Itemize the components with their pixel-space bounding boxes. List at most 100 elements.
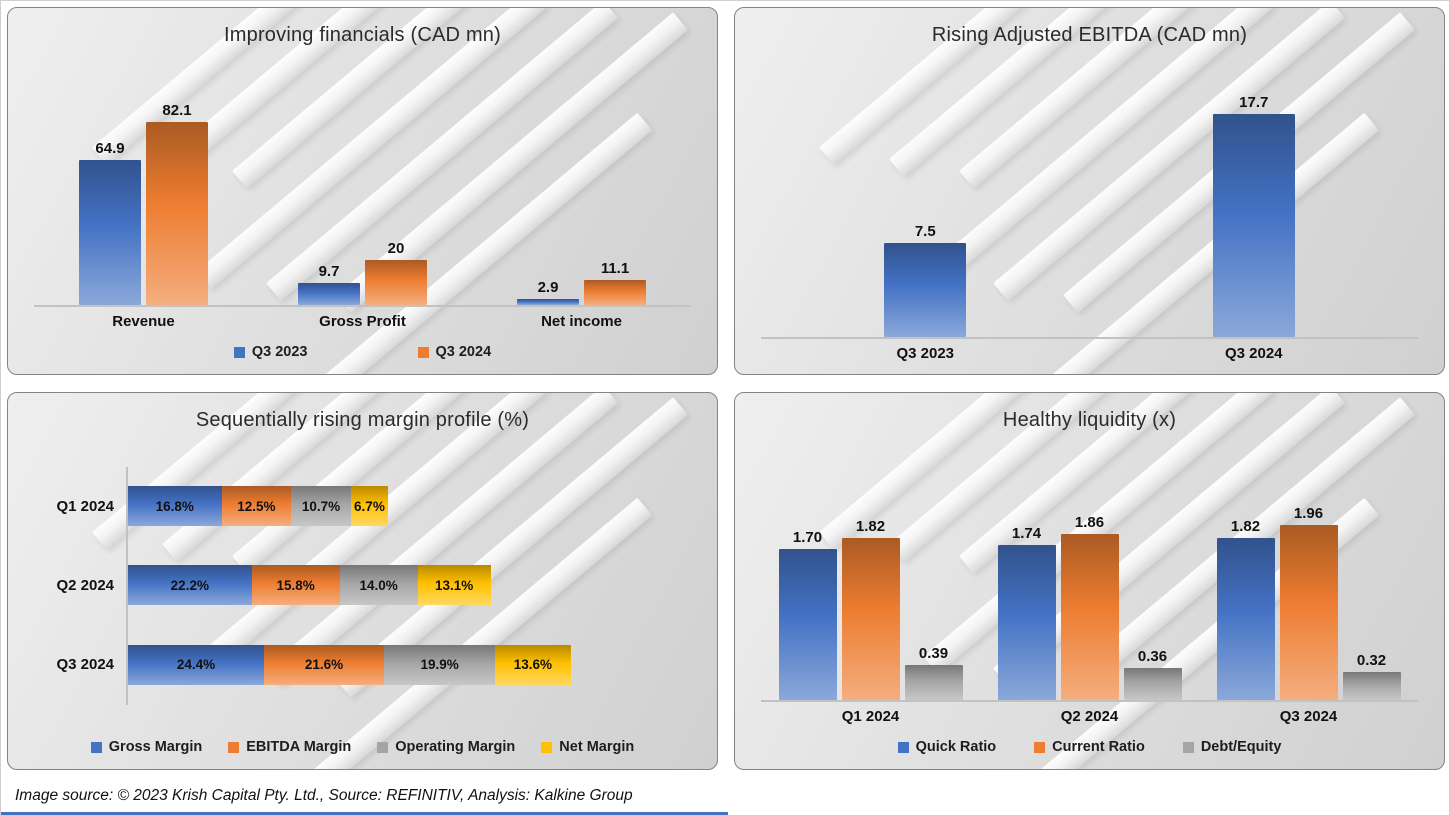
category-label: Net income — [541, 313, 622, 330]
category-label: Q3 2024 — [56, 656, 114, 674]
legend-label: EBITDA Margin — [246, 739, 352, 755]
bar-debt-equity — [1123, 667, 1182, 700]
value-label: 1.82 — [855, 517, 886, 535]
bar-column: 1.70 — [778, 504, 837, 700]
bar-adjusted-ebitda — [884, 242, 967, 337]
value-label: 17.7 — [1239, 93, 1269, 111]
legend-label: Gross Margin — [108, 739, 203, 755]
bar-q3-2023 — [298, 283, 360, 305]
legend-item: Debt/Equity — [1182, 739, 1282, 755]
bar-column: 20 — [365, 93, 427, 305]
value-label: 1.74 — [1011, 524, 1042, 542]
segment-gross-margin: 24.4% — [128, 644, 264, 685]
bar-adjusted-ebitda — [1212, 113, 1295, 337]
legend-label: Current Ratio — [1052, 739, 1145, 755]
legend-swatch — [541, 741, 553, 753]
segment-operating-margin: 10.7% — [291, 486, 351, 527]
chart-content: Healthy liquidity (x) 1.70 1.82 0.39 1.74 1.… — [735, 393, 1444, 769]
bar-column: 2.9 — [517, 93, 579, 305]
legend-label: Debt/Equity — [1200, 739, 1282, 755]
category-label: Q3 2024 — [1224, 345, 1283, 362]
category-axis: Q1 2024 Q2 2024 Q3 2024 — [761, 708, 1418, 725]
legend-swatch — [90, 741, 102, 753]
bar-column: 0.36 — [1123, 504, 1182, 700]
bar-debt-equity — [904, 665, 963, 700]
bar-column: 64.9 — [79, 93, 141, 305]
stacked-bar-row: 16.8% 12.5% 10.7% 6.7% — [128, 486, 685, 527]
bar-group: 7.5 — [761, 85, 1090, 337]
value-label: 1.86 — [1074, 514, 1105, 532]
category-axis: Revenue Gross Profit Net income — [34, 313, 691, 330]
bar-group: 1.74 1.86 0.36 — [980, 504, 1199, 700]
chart-panel-healthy-liquidity: Healthy liquidity (x) 1.70 1.82 0.39 1.74 1.… — [734, 392, 1445, 770]
category-label: Q1 2024 — [56, 497, 114, 515]
value-label: 20 — [387, 240, 405, 258]
category-label: Q2 2024 — [56, 576, 114, 594]
legend-swatch — [897, 741, 909, 753]
bar-group: 1.82 1.96 0.32 — [1199, 504, 1418, 700]
bar-q3-2024 — [146, 121, 208, 305]
legend-label: Net Margin — [559, 739, 635, 755]
legend-item: Net Margin — [541, 739, 634, 755]
legend-item: Q3 2024 — [417, 344, 491, 360]
segment-operating-margin: 19.9% — [384, 644, 496, 685]
category-label: Revenue — [112, 313, 175, 330]
legend-swatch — [228, 741, 240, 753]
bar-column: 1.82 — [1216, 504, 1275, 700]
legend-label: Quick Ratio — [915, 739, 997, 755]
bar-q3-2023 — [79, 160, 141, 305]
segment-net-margin: 13.1% — [417, 565, 491, 606]
value-label: 0.39 — [918, 645, 949, 663]
legend-item: Current Ratio — [1034, 739, 1145, 755]
bar-quick-ratio — [997, 544, 1056, 700]
legend-swatch — [1034, 741, 1046, 753]
segment-ebitda-margin: 12.5% — [221, 486, 292, 527]
legend-label: Operating Margin — [395, 739, 516, 755]
value-label: 7.5 — [914, 222, 936, 240]
bar-column: 1.74 — [997, 504, 1056, 700]
plot-area: 64.9 82.1 9.7 20 2.9 11.1 — [34, 93, 691, 307]
chart-title: Healthy liquidity (x) — [1002, 409, 1177, 431]
stacked-bars: 16.8% 12.5% 10.7% 6.7% 22.2% 15.8% 14.0% 13.1% 2… — [126, 466, 691, 705]
legend-item: Quick Ratio — [897, 739, 997, 755]
chart-content: Sequentially rising margin profile (%) Q… — [8, 393, 717, 769]
legend: Q3 2023 Q3 2024 — [34, 344, 691, 360]
chart-content: Rising Adjusted EBITDA (CAD mn) 7.5 17.7 … — [735, 8, 1444, 374]
legend-item: Operating Margin — [377, 739, 515, 755]
bar-group: 17.7 — [1090, 85, 1419, 337]
legend: Gross Margin EBITDA Margin Operating Margi… — [34, 739, 691, 755]
bar-column: 9.7 — [298, 93, 360, 305]
segment-net-margin: 13.6% — [495, 644, 571, 685]
image-source-caption: Image source: © 2023 Krish Capital Pty. … — [15, 787, 633, 804]
bar-current-ratio — [841, 537, 900, 700]
segment-gross-margin: 22.2% — [128, 565, 252, 606]
category-axis: Q3 2023 Q3 2024 — [761, 345, 1418, 362]
segment-ebitda-margin: 15.8% — [251, 565, 340, 606]
segment-operating-margin: 14.0% — [339, 565, 418, 606]
bar-quick-ratio — [1216, 537, 1275, 700]
segment-gross-margin: 16.8% — [128, 486, 222, 527]
value-label: 0.36 — [1137, 647, 1168, 665]
category-label: Q3 2023 — [896, 345, 955, 362]
category-label: Q2 2024 — [1060, 708, 1119, 725]
chart-panel-improving-financials: Improving financials (CAD mn) 64.9 82.1 9.… — [7, 7, 718, 375]
bottom-blue-rule — [1, 812, 728, 815]
legend-swatch — [377, 741, 389, 753]
bar-q3-2023 — [517, 298, 579, 305]
bar-current-ratio — [1060, 534, 1119, 700]
charts-grid: Improving financials (CAD mn) 64.9 82.1 9.… — [7, 7, 1445, 770]
bar-column: 17.7 — [1212, 85, 1295, 337]
value-label: 2.9 — [537, 278, 559, 296]
bar-column: 0.39 — [904, 504, 963, 700]
value-label: 0.32 — [1356, 651, 1387, 669]
value-label: 9.7 — [318, 263, 340, 281]
legend: Quick Ratio Current Ratio Debt/Equity — [761, 739, 1418, 755]
chart-content: Improving financials (CAD mn) 64.9 82.1 9.… — [8, 8, 717, 374]
bar-q3-2024 — [365, 260, 427, 305]
value-label: 64.9 — [95, 140, 125, 158]
segment-ebitda-margin: 21.6% — [263, 644, 385, 685]
bar-group: 2.9 11.1 — [472, 93, 691, 305]
bar-column: 1.86 — [1060, 504, 1119, 700]
chart-title: Improving financials (CAD mn) — [224, 24, 501, 46]
